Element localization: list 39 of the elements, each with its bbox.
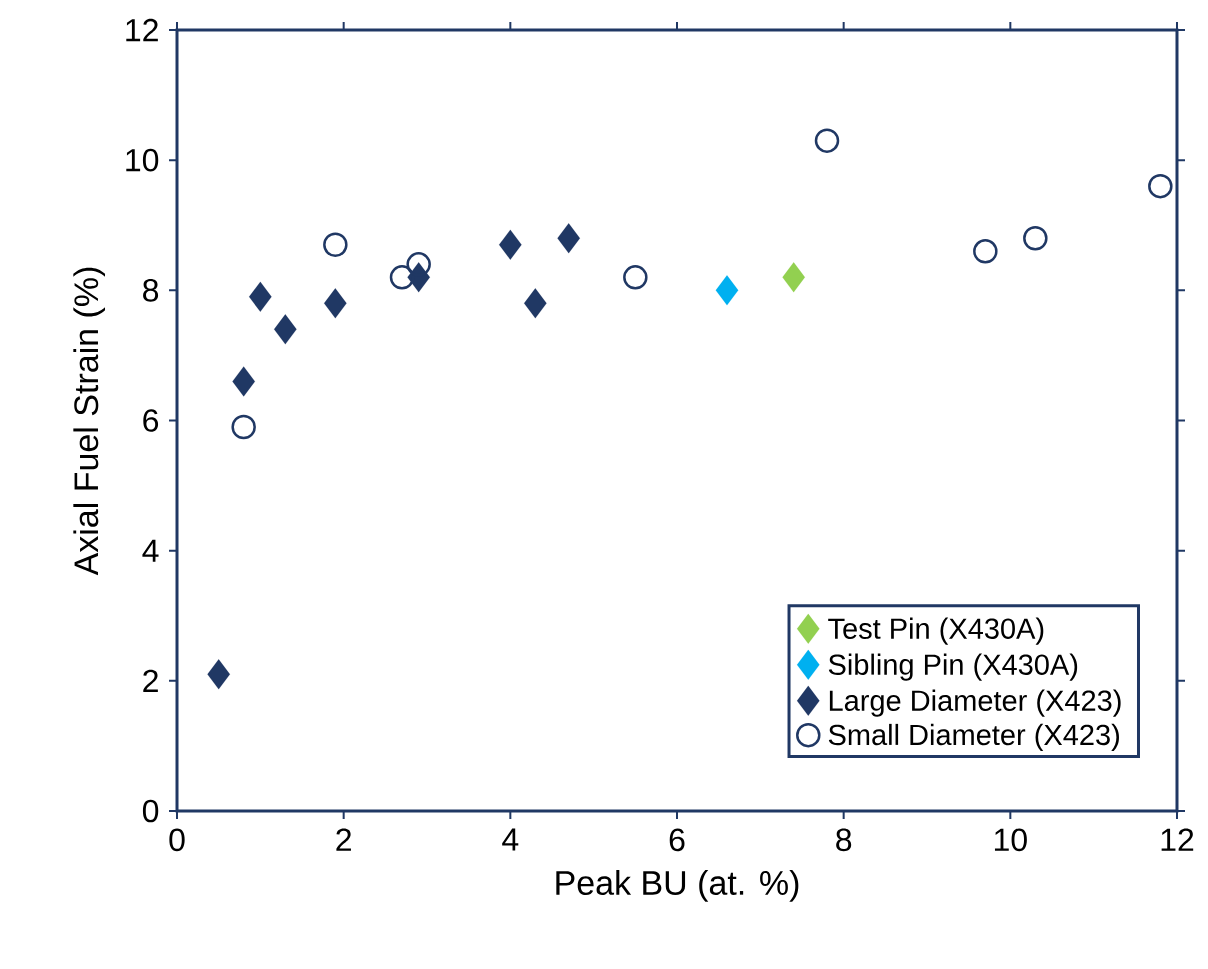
- point: [249, 281, 272, 312]
- point: [524, 288, 547, 319]
- point: [231, 414, 256, 440]
- legend-label: Test Pin (X430A): [828, 617, 1044, 645]
- x-tick-label: 8: [836, 828, 852, 852]
- point: [973, 239, 998, 264]
- y-tick-label: 8: [143, 279, 159, 302]
- legend-label: Large Diameter (X423): [829, 689, 1121, 717]
- point: [323, 232, 348, 258]
- point: [715, 275, 739, 306]
- point: [1148, 173, 1173, 199]
- x-tick-label: 2: [336, 828, 351, 851]
- legend-label: Small Diameter (X423): [828, 723, 1119, 751]
- x-axis-title: Peak BU (at. %): [556, 870, 799, 902]
- legend-label: Sibling Pin (X430A): [828, 653, 1078, 681]
- point: [814, 128, 840, 153]
- point: [389, 265, 415, 290]
- y-axis-title: Axial Fuel Strain (%): [73, 267, 106, 576]
- point: [1023, 226, 1048, 251]
- y-tick-label: 2: [143, 669, 158, 692]
- point: [232, 366, 255, 397]
- point: [324, 288, 347, 319]
- x-tick-label: 6: [669, 828, 685, 852]
- y-tick-label: 10: [126, 148, 159, 172]
- point: [499, 229, 522, 260]
- y-tick-label: 6: [143, 409, 159, 432]
- y-tick-label: 4: [142, 539, 159, 562]
- point: [274, 314, 297, 345]
- y-tick-label: 12: [126, 18, 158, 42]
- point: [406, 252, 431, 277]
- point: [207, 659, 230, 690]
- x-tick-label: 0: [169, 828, 185, 852]
- point: [557, 223, 580, 254]
- point: [782, 262, 805, 293]
- x-tick-label: 12: [1161, 828, 1194, 851]
- point: [623, 265, 648, 290]
- y-tick-label: 0: [142, 799, 159, 823]
- x-tick-label: 4: [502, 828, 519, 851]
- x-tick-label: 10: [994, 828, 1027, 852]
